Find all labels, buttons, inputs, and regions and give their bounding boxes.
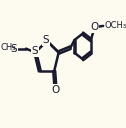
Text: OCH₃: OCH₃: [104, 21, 126, 30]
Text: S: S: [43, 35, 49, 45]
Text: O: O: [90, 22, 99, 32]
Text: S: S: [32, 46, 38, 56]
Text: S: S: [11, 44, 17, 54]
Text: O: O: [51, 84, 59, 94]
Text: CH₃: CH₃: [0, 43, 15, 52]
